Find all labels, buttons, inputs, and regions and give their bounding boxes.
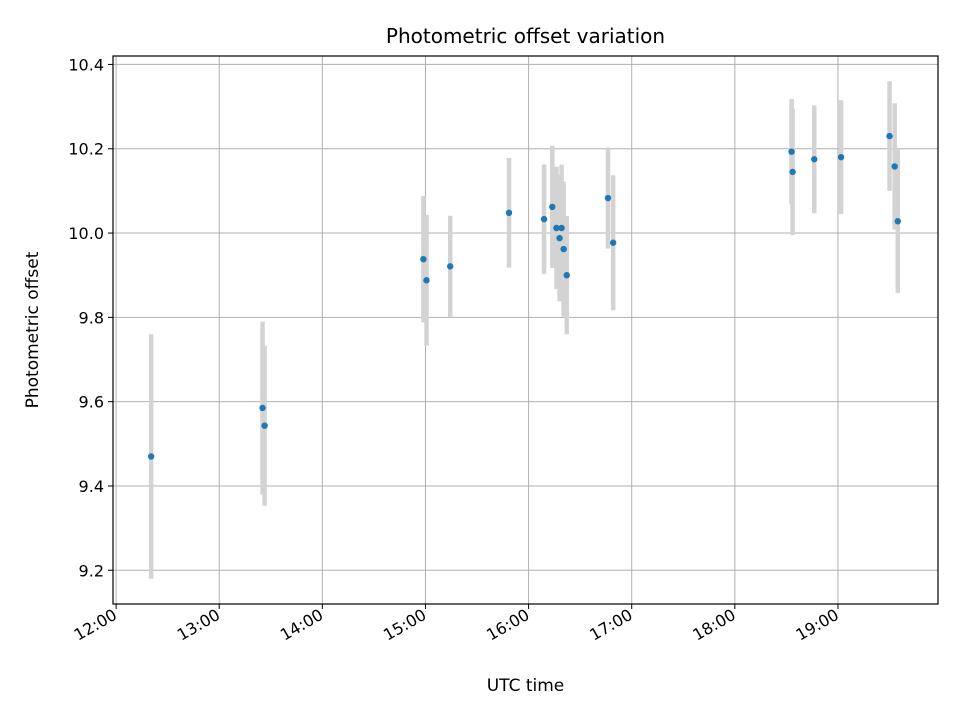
data-point [891,163,898,170]
y-tick-label: 9.2 [79,561,104,580]
data-point [261,422,268,429]
x-axis-label: UTC time [487,676,565,696]
y-tick-label: 9.4 [79,477,104,496]
grid [113,56,938,604]
data-point [540,215,548,223]
data-point [558,224,565,232]
data-point [894,218,901,225]
y-tick-label: 9.8 [79,308,104,327]
plot-frame [112,55,939,605]
data-point [423,277,430,284]
data-point [420,255,427,263]
data-point [505,209,513,217]
data-point [788,148,795,155]
y-axis-label: Photometric offset [23,251,43,408]
data-point [553,224,560,232]
y-tick-label: 10.2 [68,140,104,159]
data-point [837,153,845,161]
data-point [447,263,454,270]
y-tick-label: 9.6 [79,393,104,412]
y-axis-ticks: 9.2 9.4 9.6 9.8 10.0 10.2 10.4 [68,55,113,580]
data-point [556,234,563,242]
data-point [563,272,570,279]
chart-title: Photometric offset variation [386,24,665,48]
data-point [789,168,796,176]
data-points [147,132,901,460]
data-point [560,245,567,253]
data-point [259,404,266,412]
data-point [886,132,893,140]
data-point [604,194,612,202]
y-tick-label: 10.0 [68,224,104,243]
data-point [811,156,818,163]
data-point [609,239,617,246]
data-point [147,453,155,460]
data-point [549,203,556,211]
y-tick-label: 10.4 [68,55,104,74]
